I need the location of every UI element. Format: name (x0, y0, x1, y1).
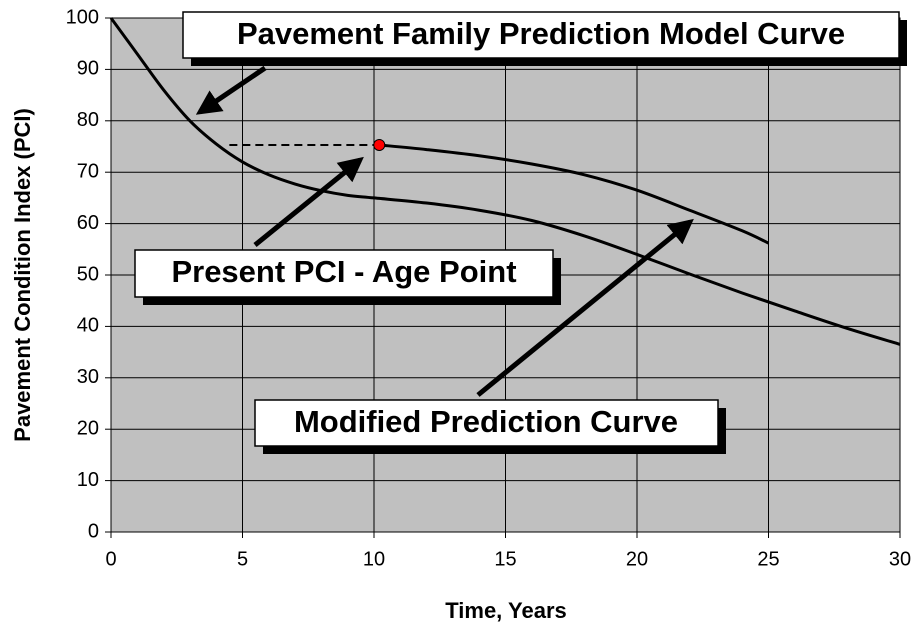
arrow (195, 65, 267, 115)
x-tick-label: 20 (626, 548, 648, 570)
y-tick-label: 10 (77, 469, 99, 491)
annotation-box (134, 249, 554, 298)
y-tick-label: 20 (77, 417, 99, 439)
y-tick-label: 90 (77, 58, 99, 80)
age-point (373, 138, 386, 151)
y-tick-label: 60 (77, 212, 99, 234)
x-tick-label: 5 (237, 548, 248, 570)
annotation-box (182, 11, 900, 59)
y-tick-label: 100 (66, 6, 99, 28)
x-tick-label: 15 (494, 548, 516, 570)
y-tick-label: 0 (88, 520, 99, 542)
arrow (253, 156, 364, 247)
y-tick-label: 50 (77, 263, 99, 285)
y-tick-label: 70 (77, 160, 99, 182)
annotation: Present PCI - Age Point (171, 254, 516, 289)
x-tick-label: 0 (105, 548, 116, 570)
curve (109, 17, 901, 346)
arrow (476, 218, 694, 397)
annotation: Pavement Family Prediction Model Curve (237, 16, 845, 51)
x-tick-label: 30 (889, 548, 911, 570)
y-tick-label: 40 (77, 315, 99, 337)
annotation-box (254, 399, 719, 447)
y-axis-title: Pavement Condition Index (PCI) (10, 108, 35, 442)
annotation: Modified Prediction Curve (294, 404, 678, 439)
x-axis-title: Time, Years (445, 598, 567, 623)
x-tick-label: 25 (757, 548, 779, 570)
y-tick-label: 30 (77, 366, 99, 388)
x-tick-label: 10 (363, 548, 385, 570)
y-tick-label: 80 (77, 109, 99, 131)
curve (379, 143, 770, 245)
annotations: Pavement Family Prediction Model Curve P… (134, 11, 907, 454)
